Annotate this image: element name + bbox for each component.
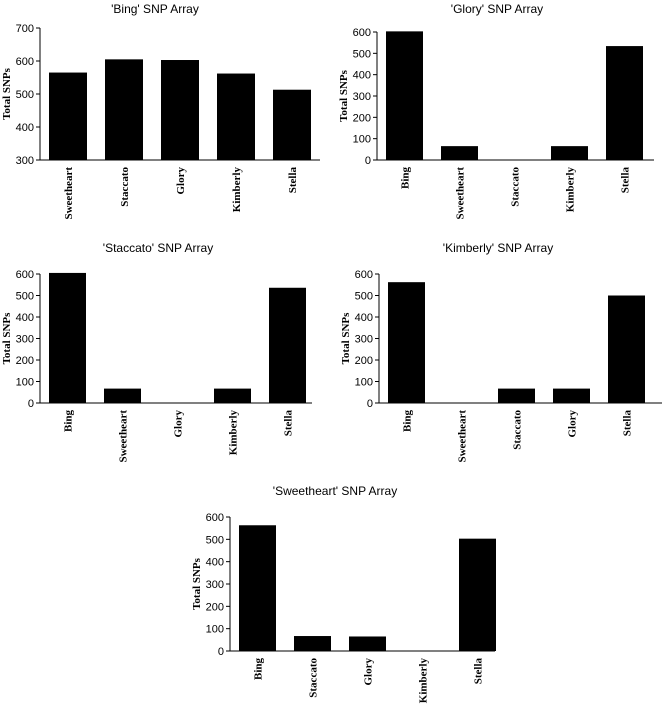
x-tick-label: Stella (287, 167, 299, 194)
y-tick-label: 400 (16, 122, 34, 134)
y-tick-label: 500 (206, 534, 224, 546)
x-tick-label: Staccato (119, 167, 131, 207)
y-tick-label: 100 (355, 377, 373, 389)
x-tick-label: Sweetheart (118, 410, 130, 463)
y-axis-label: Total SNPs (191, 557, 203, 610)
x-tick-label: Kimberly (565, 167, 577, 213)
y-tick-label: 600 (206, 512, 224, 524)
bar-glory (161, 60, 199, 161)
chart-title: 'Glory' SNP Array (451, 2, 543, 16)
chart-glory: 'Glory' SNP Array Total SNPs 0 100 200 300 400… (334, 0, 664, 240)
x-tick-label: Stella (622, 410, 634, 437)
x-tick-label: Kimberly (418, 658, 430, 704)
y-tick-label: 100 (206, 624, 224, 636)
bar-sweetheart (49, 72, 87, 160)
bar-sweetheart (104, 388, 141, 403)
y-axis-label: Total SNPs (1, 312, 13, 365)
x-tick-label: Bing (63, 410, 75, 433)
bar-bing (49, 272, 86, 403)
bar-stella (608, 295, 645, 403)
x-tick-label: Staccato (308, 658, 320, 698)
chart-title: 'Kimberly' SNP Array (443, 241, 553, 255)
y-tick-label: 300 (16, 334, 34, 346)
chart-title: 'Staccato' SNP Array (103, 241, 213, 255)
y-tick-label: 600 (355, 269, 373, 281)
chart-sweetheart: 'Sweetheart' SNP Array Total SNPs 0 100 200 3… (170, 484, 500, 706)
y-tick-label: 0 (365, 155, 371, 167)
x-tick-label: Kimberly (228, 410, 240, 456)
bar-kimberly (217, 73, 255, 160)
y-tick-label: 600 (16, 269, 34, 281)
x-tick-label: Glory (175, 167, 187, 195)
y-tick-label: 400 (206, 557, 224, 569)
x-tick-label: Sweetheart (63, 167, 75, 220)
y-tick-label: 0 (28, 398, 34, 410)
chart-svg: 'Staccato' SNP Array Total SNPs 0 100 200 300… (1, 241, 312, 463)
y-tick-label: 600 (353, 27, 371, 39)
y-tick-label: 200 (16, 355, 34, 367)
x-tick-label: Glory (363, 658, 375, 686)
y-tick-label: 100 (16, 377, 34, 389)
chart-svg: 'Bing' SNP Array Total SNPs 300 400 500 600 70… (1, 2, 320, 220)
x-tick-label: Sweetheart (457, 410, 469, 463)
y-tick-label: 500 (16, 291, 34, 303)
x-tick-label: Stella (473, 658, 485, 685)
y-axis-label: Total SNPs (340, 312, 352, 365)
x-tick-label: Staccato (512, 410, 524, 450)
y-tick-label: 200 (355, 355, 373, 367)
y-tick-label: 100 (353, 134, 371, 146)
bar-glory (349, 636, 386, 651)
y-tick-label: 400 (355, 312, 373, 324)
y-tick-label: 0 (367, 398, 373, 410)
chart-svg: 'Glory' SNP Array Total SNPs 0 100 200 300 400… (338, 2, 654, 220)
bar-stella (273, 89, 311, 160)
chart-title: 'Bing' SNP Array (111, 2, 199, 16)
bar-staccato (498, 388, 535, 403)
y-tick-label: 300 (355, 334, 373, 346)
y-tick-label: 200 (206, 601, 224, 613)
y-tick-label: 200 (353, 112, 371, 124)
bar-glory (553, 388, 590, 403)
y-tick-label: 600 (16, 56, 34, 68)
x-tick-label: Bing (253, 658, 265, 681)
bar-bing (388, 282, 425, 403)
chart-svg: 'Kimberly' SNP Array Total SNPs 0 100 200 300… (340, 241, 662, 463)
y-tick-label: 0 (218, 646, 224, 658)
chart-staccato: 'Staccato' SNP Array Total SNPs 0 100 200 300… (0, 240, 330, 470)
x-tick-label: Glory (173, 410, 185, 438)
bar-bing (386, 31, 423, 160)
y-tick-label: 500 (16, 89, 34, 101)
y-tick-label: 400 (16, 312, 34, 324)
bar-bing (239, 525, 276, 651)
bar-stella (459, 538, 496, 651)
x-tick-label: Kimberly (231, 167, 243, 213)
y-tick-label: 300 (206, 579, 224, 591)
y-tick-label: 300 (16, 155, 34, 167)
x-tick-label: Staccato (510, 167, 522, 207)
y-tick-label: 400 (353, 70, 371, 82)
y-tick-label: 500 (355, 291, 373, 303)
x-tick-label: Glory (567, 410, 579, 438)
bar-staccato (294, 636, 331, 651)
bar-stella (269, 287, 306, 403)
chart-bing: 'Bing' SNP Array Total SNPs 300 400 500 600 70… (0, 0, 330, 240)
bar-kimberly (214, 388, 251, 403)
x-tick-label: Bing (402, 410, 414, 433)
x-tick-label: Sweetheart (455, 167, 467, 220)
y-tick-label: 500 (353, 48, 371, 60)
bar-staccato (105, 59, 143, 160)
y-axis-label: Total SNPs (338, 69, 350, 122)
bar-sweetheart (441, 146, 478, 160)
y-axis-label: Total SNPs (1, 67, 13, 120)
y-tick-label: 300 (353, 91, 371, 103)
x-tick-label: Bing (400, 167, 412, 190)
x-tick-label: Stella (620, 167, 632, 194)
chart-kimberly: 'Kimberly' SNP Array Total SNPs 0 100 200 300… (334, 240, 664, 470)
chart-title: 'Sweetheart' SNP Array (273, 484, 397, 498)
bar-kimberly (551, 146, 588, 160)
bar-stella (606, 46, 643, 160)
y-tick-label: 700 (16, 23, 34, 35)
x-tick-label: Stella (283, 410, 295, 437)
chart-svg: 'Sweetheart' SNP Array Total SNPs 0 100 200 3… (191, 484, 496, 704)
